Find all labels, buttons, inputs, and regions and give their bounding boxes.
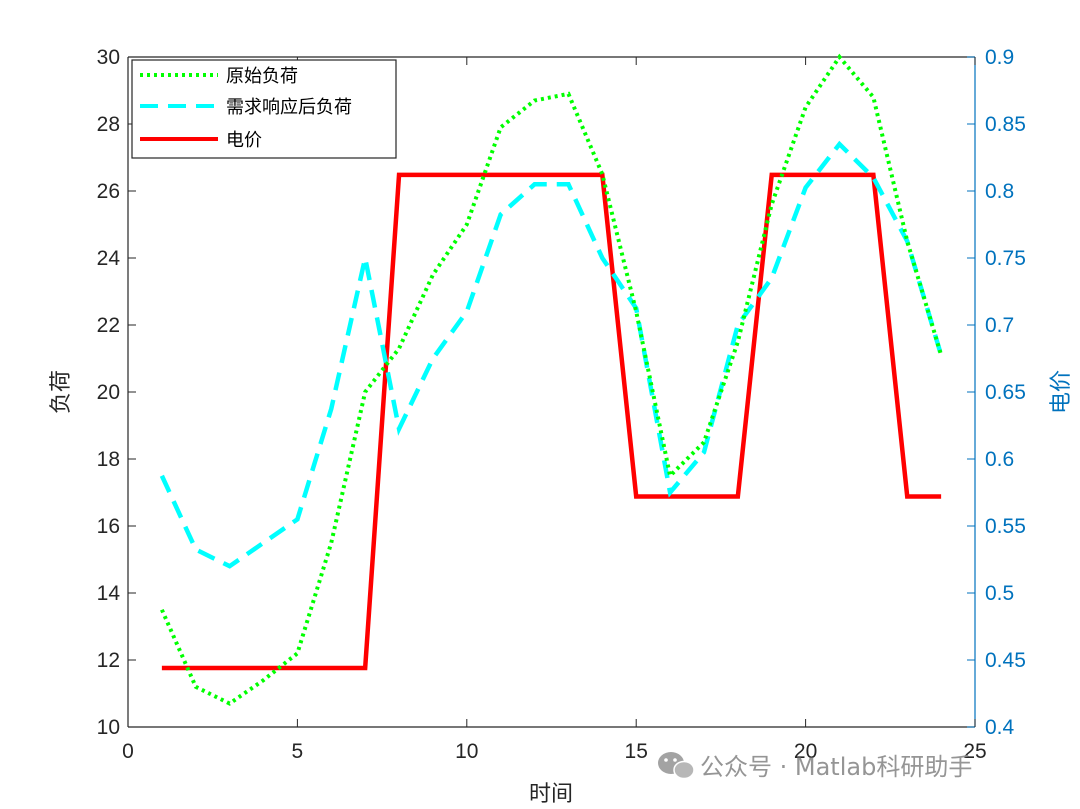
y-axis-label: 负荷 xyxy=(49,370,74,414)
y2-axis-label: 电价 xyxy=(1049,370,1074,414)
y-tick-label: 16 xyxy=(97,515,120,538)
watermark: 公众号 · Matlab科研助手 xyxy=(658,752,972,781)
y2-tick-label: 0.65 xyxy=(985,381,1026,404)
y-tick-label: 30 xyxy=(97,46,120,69)
legend-label-price: 电价 xyxy=(226,130,262,151)
y2-tick-label: 0.7 xyxy=(985,314,1014,337)
y2-tick-label: 0.75 xyxy=(985,247,1026,270)
series-layer xyxy=(159,53,944,706)
watermark-text: 公众号 · Matlab科研助手 xyxy=(700,753,972,781)
y2-tick-label: 0.4 xyxy=(985,716,1015,739)
legend-label-dr-load: 需求响应后负荷 xyxy=(226,97,352,118)
y2-tick-label: 0.55 xyxy=(985,515,1026,538)
y2-tick-label: 0.6 xyxy=(985,448,1014,471)
y-tick-label: 26 xyxy=(97,180,120,203)
x-axis: 0 5 10 15 20 25 xyxy=(122,57,987,763)
x-tick-label: 25 xyxy=(963,740,986,763)
y-tick-label: 28 xyxy=(97,113,120,136)
y-tick-label: 12 xyxy=(97,649,120,672)
wechat-icon xyxy=(658,752,695,780)
y2-tick-label: 0.9 xyxy=(985,46,1014,69)
legend: 原始负荷 需求响应后负荷 电价 xyxy=(131,59,397,159)
y2-tick-label: 0.85 xyxy=(985,113,1026,136)
x-tick-label: 5 xyxy=(292,740,304,763)
y2-tick-label: 0.45 xyxy=(985,649,1026,672)
left-y-axis: 10 12 14 16 18 20 22 24 26 28 30 xyxy=(97,46,136,739)
x-axis-label: 时间 xyxy=(529,782,573,807)
x-tick-label: 20 xyxy=(794,740,817,763)
series-line-1 xyxy=(159,140,944,569)
legend-label-original-load: 原始负荷 xyxy=(226,66,298,87)
y2-tick-label: 0.8 xyxy=(985,180,1014,203)
right-y-axis: 0.4 0.45 0.5 0.55 0.6 0.65 0.7 0.75 0.8 0.85 0.9 xyxy=(967,46,1026,739)
y-tick-label: 10 xyxy=(97,716,120,739)
y-tick-label: 22 xyxy=(97,314,120,337)
y2-tick-label: 0.5 xyxy=(985,582,1014,605)
y-tick-label: 20 xyxy=(97,381,120,404)
y-tick-label: 24 xyxy=(97,247,121,270)
x-tick-label: 15 xyxy=(625,740,648,763)
x-tick-label: 0 xyxy=(122,740,134,763)
series-line-2 xyxy=(161,172,942,671)
y-tick-label: 18 xyxy=(97,448,120,471)
y-tick-label: 14 xyxy=(97,582,121,605)
x-tick-label: 10 xyxy=(455,740,478,763)
